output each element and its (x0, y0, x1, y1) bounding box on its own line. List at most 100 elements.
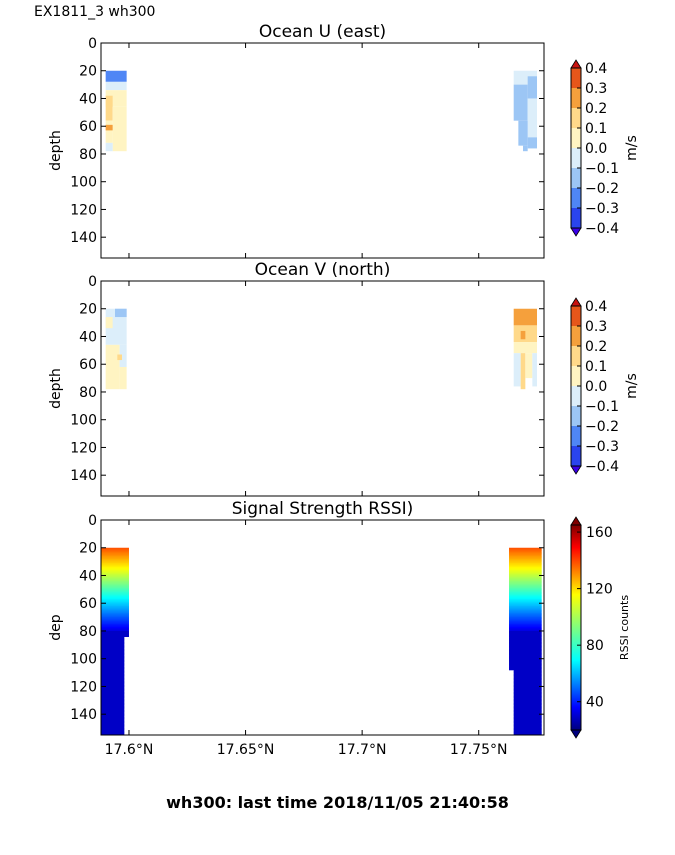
colorbar-tick-label: 120 (586, 582, 613, 598)
rssi-cell (101, 679, 125, 682)
rssi-cell (509, 599, 542, 601)
colorbar-bin (571, 366, 581, 387)
rssi-cell (101, 649, 125, 651)
rssi-cell (513, 690, 542, 693)
rssi-cell (101, 557, 129, 560)
x-tick-label: 17.65°N (217, 742, 275, 758)
rssi-cell (509, 629, 542, 632)
rssi-cell (509, 612, 542, 615)
rssi-cell (101, 675, 125, 678)
rssi-cell (101, 690, 125, 693)
rssi-cell (101, 673, 125, 676)
rssi-cell (509, 553, 542, 556)
rssi-cell (509, 607, 542, 610)
colorbar-tick-label: 0.3 (585, 319, 607, 335)
rssi-cell (101, 655, 125, 658)
rssi-cell (101, 581, 129, 583)
rssi-cell (101, 671, 125, 674)
rssi-cell (509, 625, 542, 628)
rssi-cell (101, 703, 125, 705)
rssi-cell (101, 683, 125, 686)
rssi-cell (101, 657, 125, 660)
rssi-cell (101, 563, 129, 565)
colorbar: 160 120 80 40 RSSI counts (570, 516, 631, 739)
rssi-cell (509, 614, 542, 617)
y-tick-label: 20 (79, 541, 97, 557)
rssi-cell (101, 612, 129, 615)
colorbar-bin (571, 188, 581, 209)
contour-region (527, 137, 538, 149)
rssi-cell (509, 615, 542, 618)
rssi-cell (101, 701, 125, 704)
rssi-cell (101, 592, 129, 595)
rssi-cell (513, 715, 542, 718)
contour-region (513, 308, 538, 326)
rssi-cell (513, 669, 542, 672)
contour-region (105, 142, 113, 152)
rssi-cell (513, 693, 542, 696)
rssi-cell (101, 676, 125, 679)
rssi-cell (509, 642, 542, 644)
rssi-cell (509, 582, 542, 585)
rssi-cell (509, 657, 542, 660)
colorbar-gradient (571, 525, 581, 730)
contour-region (119, 367, 127, 390)
rssi-cell (101, 601, 129, 604)
rssi-cell (101, 705, 125, 708)
rssi-cell (101, 619, 129, 622)
colorbar-extend-min (570, 227, 582, 237)
colorbar-extend-max (570, 516, 582, 526)
rssi-cell (509, 560, 542, 563)
data-layer (105, 70, 538, 152)
x-tick-label: 17.7°N (338, 742, 387, 758)
rssi-cell (513, 725, 542, 728)
colorbar-bin (571, 88, 581, 109)
rssi-cell (101, 614, 129, 617)
rssi-cell (101, 593, 129, 596)
contour-region (532, 353, 538, 387)
rssi-cell (101, 728, 125, 730)
rssi-cell (509, 590, 542, 593)
colorbar-tick-label: −0.1 (585, 161, 619, 177)
rssi-cell (513, 733, 542, 735)
rssi-cell (509, 637, 542, 640)
colorbar-tick-label: 0.3 (585, 81, 607, 97)
rssi-cell (509, 571, 542, 574)
x-tick-label: 17.75°N (450, 742, 508, 758)
y-tick-label: 80 (79, 147, 97, 163)
rssi-cell (101, 721, 125, 724)
rssi-cell (101, 698, 125, 701)
rssi-cell (101, 600, 129, 603)
rssi-cell (101, 590, 129, 593)
rssi-cell (513, 680, 542, 683)
rssi-cell (509, 650, 542, 653)
rssi-cell (101, 662, 125, 665)
y-tick-label: 60 (79, 119, 97, 135)
rssi-cell (509, 578, 542, 581)
rssi-cell (101, 647, 125, 650)
rssi-cell (101, 629, 129, 632)
rssi-cell (101, 576, 129, 579)
rssi-cell (101, 729, 125, 732)
rssi-cell (513, 675, 542, 678)
rssi-cell (509, 603, 542, 606)
rssi-cell (513, 685, 542, 687)
rssi-cell (101, 564, 129, 567)
colorbar-tick-label: 160 (586, 525, 613, 541)
rssi-cell (101, 637, 125, 640)
rssi-cell (101, 547, 129, 550)
rssi-cell (101, 718, 125, 721)
rssi-cell (513, 716, 542, 719)
rssi-cell (101, 725, 125, 728)
colorbar: 0.4 0.3 0.2 0.1 0.0 −0.1 −0.2 −0.3 −0.4 m/s (570, 297, 640, 475)
y-tick-label: 60 (79, 357, 97, 373)
colorbar-tick-label: 0.2 (585, 339, 607, 355)
rssi-cell (513, 729, 542, 732)
rssi-cell (101, 575, 129, 578)
panel-title: Signal Strength RSSI) (232, 499, 414, 519)
colorbar-tick-label: 0.0 (585, 379, 607, 395)
rssi-cell (101, 694, 125, 697)
y-tick-label: 80 (79, 624, 97, 640)
rssi-cell (101, 723, 125, 726)
rssi-cell (513, 708, 542, 711)
